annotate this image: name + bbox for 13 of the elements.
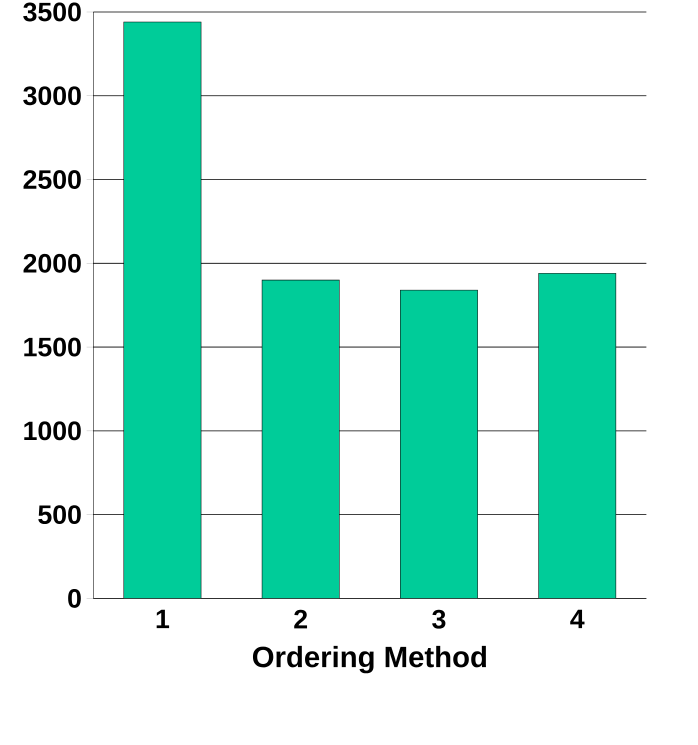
- x-tick-label: 1: [156, 610, 170, 628]
- y-tick-label: 0: [68, 588, 81, 608]
- y-tick-label: 500: [38, 505, 81, 524]
- x-axis-title: Ordering Method: [253, 646, 486, 674]
- x-tick-label: 3: [432, 610, 446, 629]
- y-tick-label: 1000: [24, 421, 81, 440]
- y-tick-label: 1500: [24, 338, 81, 357]
- y-tick-label: 3500: [23, 2, 81, 22]
- x-tick-label: 2: [294, 610, 308, 628]
- y-tick-label: 3000: [23, 86, 81, 106]
- y-tick-label: 2000: [24, 254, 81, 273]
- x-tick-label: 4: [570, 610, 585, 628]
- y-tick-label: 2500: [24, 170, 81, 189]
